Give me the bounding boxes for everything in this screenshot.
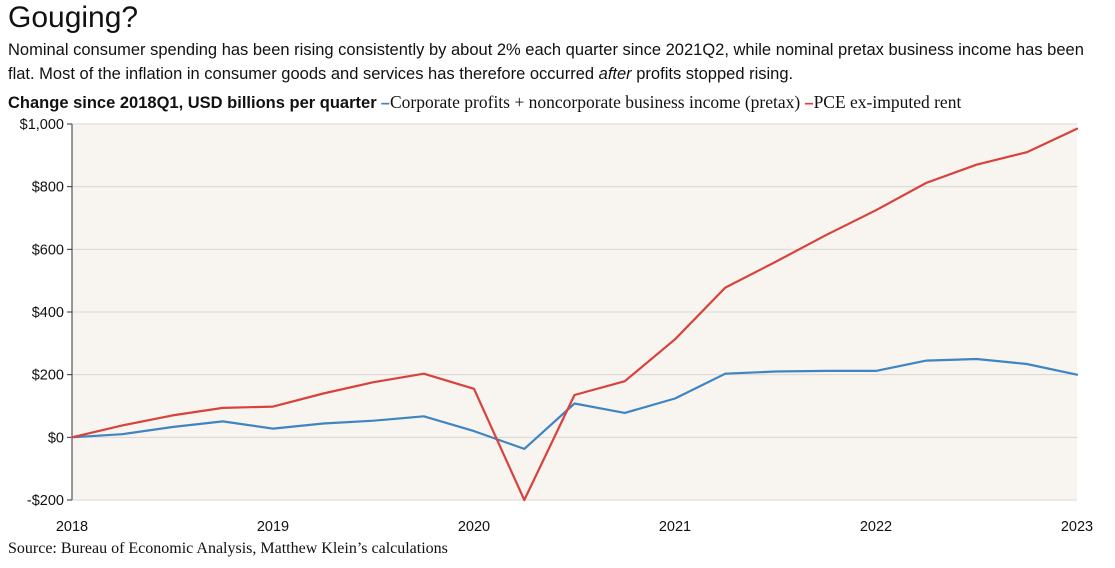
x-tick-label: 2021	[659, 519, 691, 535]
subtitle-emphasis: after	[598, 65, 632, 83]
x-axis: 2018 2019 2020 2021 2022 2023	[56, 519, 1093, 535]
legend-label-profits: Corporate profits + noncorporate busines…	[389, 92, 801, 112]
units-label: Change since 2018Q1, USD billions per qu…	[8, 94, 377, 112]
x-tick-label: 2022	[860, 519, 892, 535]
series-lines	[70, 127, 1079, 502]
subtitle-text-1: Nominal consumer spending has been risin…	[8, 41, 1084, 83]
chart-title: Gouging?	[8, 1, 139, 34]
x-tick-label: 2023	[1061, 519, 1093, 535]
y-tick-label: $600	[32, 242, 64, 258]
subtitle-text-2: profits stopped rising.	[631, 65, 794, 83]
y-tick-label: $800	[32, 180, 64, 196]
source-note: Source: Bureau of Economic Analysis, Mat…	[8, 540, 448, 557]
y-axis: -$200 $0 $200 $400 $600 $800 $1,000	[20, 117, 73, 509]
y-tick-label: $200	[32, 368, 64, 384]
y-tick-label: $0	[48, 430, 64, 446]
legend-label-pce: PCE ex-imputed rent	[813, 92, 962, 112]
gridlines	[72, 123, 1077, 501]
x-tick-label: 2020	[458, 519, 490, 535]
legend-swatch-profits: –	[380, 94, 390, 112]
legend-swatch-pce: –	[804, 94, 814, 112]
chart-subtitle: Nominal consumer spending has been risin…	[8, 38, 1103, 86]
y-tick-label: $1,000	[20, 117, 64, 133]
x-tick-label: 2018	[56, 519, 88, 535]
x-tick-label: 2019	[257, 519, 289, 535]
legend: Change since 2018Q1, USD billions per qu…	[8, 91, 961, 114]
y-tick-label: -$200	[27, 493, 64, 509]
y-tick-label: $400	[32, 305, 64, 321]
